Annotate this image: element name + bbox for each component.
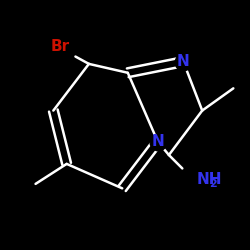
- Text: N: N: [152, 134, 164, 149]
- Text: NH: NH: [197, 172, 222, 187]
- Text: 2: 2: [209, 179, 217, 189]
- Text: N: N: [177, 54, 190, 69]
- Text: Br: Br: [50, 38, 70, 54]
